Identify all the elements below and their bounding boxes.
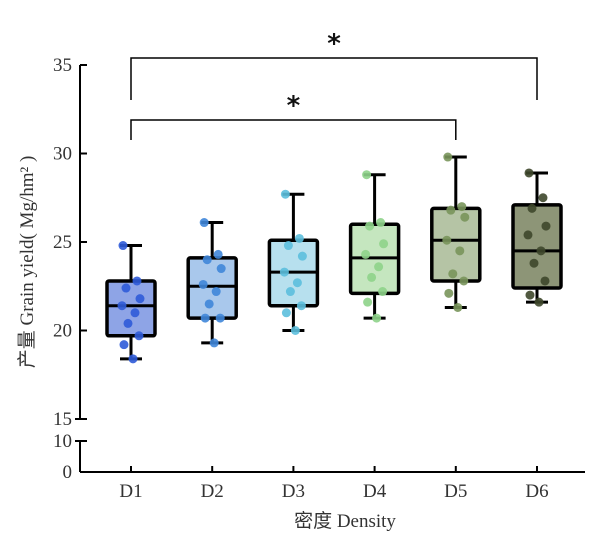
data-point <box>529 258 539 268</box>
data-point <box>290 326 300 335</box>
data-point <box>279 267 289 277</box>
data-point <box>280 189 290 199</box>
data-point <box>457 202 467 212</box>
box-group-d1 <box>105 241 157 364</box>
data-point <box>365 221 375 231</box>
data-point <box>374 262 384 272</box>
y-tick-label: 20 <box>53 321 72 342</box>
data-point <box>379 239 389 249</box>
x-tick-label: D6 <box>525 481 548 502</box>
data-point <box>524 168 534 178</box>
x-tick-label: D1 <box>119 481 142 502</box>
box-group-d2 <box>186 218 238 348</box>
box-group-d3 <box>267 189 320 335</box>
x-tick-label: D5 <box>444 481 467 502</box>
data-point <box>204 299 214 309</box>
data-point <box>209 338 219 348</box>
data-point <box>200 313 210 323</box>
labels-layer: 密度 Density 产量 Grain yield( Mg/hm² ) <box>16 156 396 532</box>
data-point <box>444 288 454 298</box>
y-tick-label: 0 <box>63 462 73 483</box>
data-point <box>199 218 209 228</box>
box-group-d5 <box>430 152 482 312</box>
data-point <box>294 233 304 243</box>
data-point <box>296 301 306 311</box>
data-point <box>130 308 140 318</box>
y-tick-label: 35 <box>53 55 72 76</box>
box-body <box>511 203 563 290</box>
data-point <box>216 264 226 274</box>
data-point <box>213 249 223 259</box>
box-group-d4 <box>348 170 401 323</box>
data-point <box>297 251 307 261</box>
data-point <box>527 203 537 213</box>
data-point <box>118 241 128 251</box>
data-point <box>211 287 221 297</box>
data-point <box>525 290 535 300</box>
significance-bracket <box>130 119 457 140</box>
data-point <box>117 301 127 311</box>
box-body <box>105 279 157 338</box>
data-point <box>453 302 463 312</box>
significance-layer: ** <box>130 29 538 140</box>
box-body <box>430 206 482 283</box>
data-point <box>362 170 372 180</box>
data-point <box>523 230 533 240</box>
data-point <box>121 283 131 293</box>
data-point <box>283 241 293 251</box>
data-point <box>123 318 133 328</box>
data-point <box>538 193 548 203</box>
data-point <box>363 297 373 307</box>
data-point <box>460 212 470 222</box>
x-tick-label: D4 <box>363 481 387 502</box>
data-point <box>378 287 388 297</box>
x-tick-label: D2 <box>201 481 224 502</box>
data-point <box>135 294 145 304</box>
data-point <box>134 331 144 341</box>
data-point <box>443 152 453 162</box>
data-point <box>446 205 456 215</box>
data-point <box>536 246 546 256</box>
significance-bracket <box>130 57 538 100</box>
data-point <box>281 308 291 318</box>
data-point <box>534 297 544 307</box>
data-point <box>198 279 208 289</box>
data-point <box>372 313 382 323</box>
significance-star: * <box>287 91 301 121</box>
box-body <box>186 256 238 320</box>
data-point <box>367 272 377 282</box>
data-point <box>202 255 212 265</box>
data-point <box>376 218 386 228</box>
y-tick-label: 10 <box>53 431 72 452</box>
data-point <box>128 354 138 364</box>
data-point <box>292 278 302 288</box>
data-point <box>455 246 465 256</box>
y-tick-label: 15 <box>53 409 72 430</box>
data-point <box>540 276 550 286</box>
box-group-d6 <box>511 168 563 307</box>
y-axis-title: 产量 Grain yield( Mg/hm² ) <box>16 156 38 369</box>
x-tick-label: D3 <box>282 481 305 502</box>
data-point <box>459 276 469 286</box>
data-point <box>215 313 225 323</box>
data-point <box>132 276 142 286</box>
data-point <box>448 269 458 279</box>
y-tick-label: 25 <box>53 232 72 253</box>
data-point <box>541 221 551 231</box>
data-point <box>442 235 452 245</box>
data-point <box>285 287 295 297</box>
y-tick-label: 30 <box>53 144 72 165</box>
axes-layer: 15 20 25 30 35 0 10 D1 D2 D3 D4 D5 D6 <box>53 55 585 502</box>
data-point <box>361 249 371 259</box>
x-axis-title: 密度 Density <box>294 510 396 532</box>
boxes-layer <box>105 152 563 364</box>
significance-star: * <box>327 29 341 59</box>
data-point <box>119 340 129 350</box>
